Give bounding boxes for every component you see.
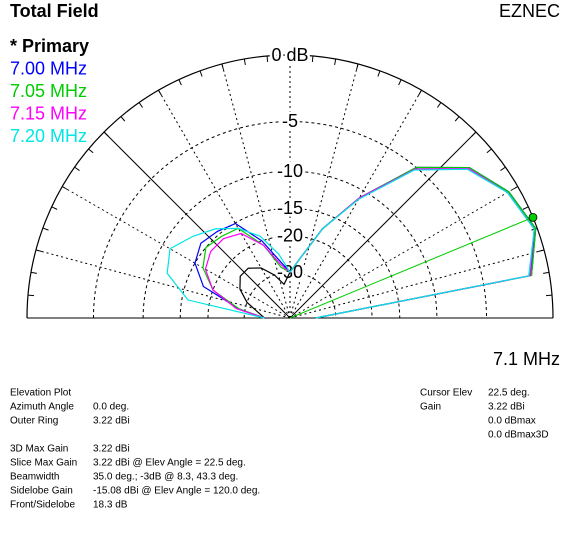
chart-title: Total Field [10, 1, 99, 21]
ring-tick [42, 227, 49, 231]
ring-tick [311, 55, 314, 63]
ring-tick [199, 70, 203, 77]
r-tick-label: -20 [277, 226, 303, 246]
info-label: Elevation Plot [10, 388, 71, 399]
info-value: -15.08 dBi @ Elev Angle = 120.0 deg. [93, 486, 260, 497]
spoke [289, 63, 359, 319]
ring-tick [471, 131, 477, 137]
ring-tick [334, 58, 337, 65]
ring [243, 271, 337, 319]
info-label: Gain [420, 402, 441, 413]
legend-entry: 7.15 MHz [10, 103, 87, 123]
info-value: 22.5 deg. [488, 388, 530, 399]
ring-tick [61, 186, 68, 190]
info-value: 3.22 dBi [93, 444, 130, 455]
legend-entry: * Primary [10, 36, 89, 56]
frequency-label: 7.1 MHz [493, 349, 560, 369]
ring-tick [27, 294, 35, 297]
ring-tick [545, 294, 553, 297]
ring [26, 54, 554, 319]
ring-tick [500, 166, 506, 172]
spoke [35, 249, 291, 319]
ring-tick [221, 63, 224, 70]
r-tick-label: -5 [282, 111, 298, 131]
ring [207, 235, 373, 319]
ring-tick [120, 116, 126, 122]
ring-tick [377, 70, 381, 77]
legend-entry: 7.00 MHz [10, 58, 87, 78]
cursor-line [289, 216, 534, 319]
info-value: 0.0 dBmax [488, 416, 536, 427]
info-label: Cursor Elev [420, 388, 472, 399]
info-label: Front/Sidelobe [10, 500, 75, 511]
info-value: 0.0 dBmax3D [488, 430, 549, 441]
cursor-dot [528, 212, 538, 222]
ring-tick [398, 79, 402, 86]
ring [142, 170, 438, 319]
ring-tick [243, 58, 246, 65]
info-label: Beamwidth [10, 472, 59, 483]
ring-tick [436, 102, 442, 108]
ring [92, 121, 488, 319]
pattern-line [166, 168, 535, 319]
ring-tick [522, 206, 529, 210]
r-tick-label: -10 [277, 161, 303, 181]
info-value: 3.22 dBi [488, 402, 525, 413]
ring-tick [51, 206, 58, 210]
info-label: Sidelobe Gain [10, 486, 73, 497]
program-name: EZNEC [499, 1, 560, 21]
info-label: 3D Max Gain [10, 444, 68, 455]
info-label: Azimuth Angle [10, 402, 74, 413]
info-value: 0.0 deg. [93, 402, 129, 413]
spoke [289, 186, 519, 319]
spoke [221, 63, 291, 319]
info-value: 3.22 dBi [93, 416, 130, 427]
ring-tick [88, 148, 94, 154]
ring-tick [266, 55, 269, 63]
ring-tick [30, 271, 37, 274]
info-value: 35.0 deg.; -3dB @ 8.3, 43.3 deg. [93, 472, 238, 483]
spoke [289, 249, 545, 319]
ring-tick [486, 148, 492, 154]
ring-tick [538, 249, 545, 252]
ring-tick [512, 186, 519, 190]
legend-entry: 7.20 MHz [10, 126, 87, 146]
r-tick-label: -15 [277, 198, 303, 218]
ring-tick [158, 89, 162, 96]
ring-tick [418, 89, 422, 96]
ring-tick [543, 271, 550, 274]
ring-tick [103, 131, 109, 137]
legend-entry: 7.05 MHz [10, 81, 87, 101]
ring-tick [356, 63, 359, 70]
spoke [289, 131, 477, 319]
r-tick-label: 0 dB [271, 45, 308, 65]
info-value: 18.3 dB [93, 500, 128, 511]
ring-tick [74, 166, 80, 172]
info-value: 3.22 dBi @ Elev Angle = 22.5 deg. [93, 458, 246, 469]
spoke [103, 131, 291, 319]
ring-tick [35, 249, 42, 252]
spoke [289, 89, 422, 319]
info-label: Slice Max Gain [10, 458, 77, 469]
spoke [61, 186, 291, 319]
info-label: Outer Ring [10, 416, 58, 427]
ring-tick [454, 116, 460, 122]
spoke [158, 89, 291, 319]
ring-tick [138, 102, 144, 108]
ring-tick [178, 79, 182, 86]
